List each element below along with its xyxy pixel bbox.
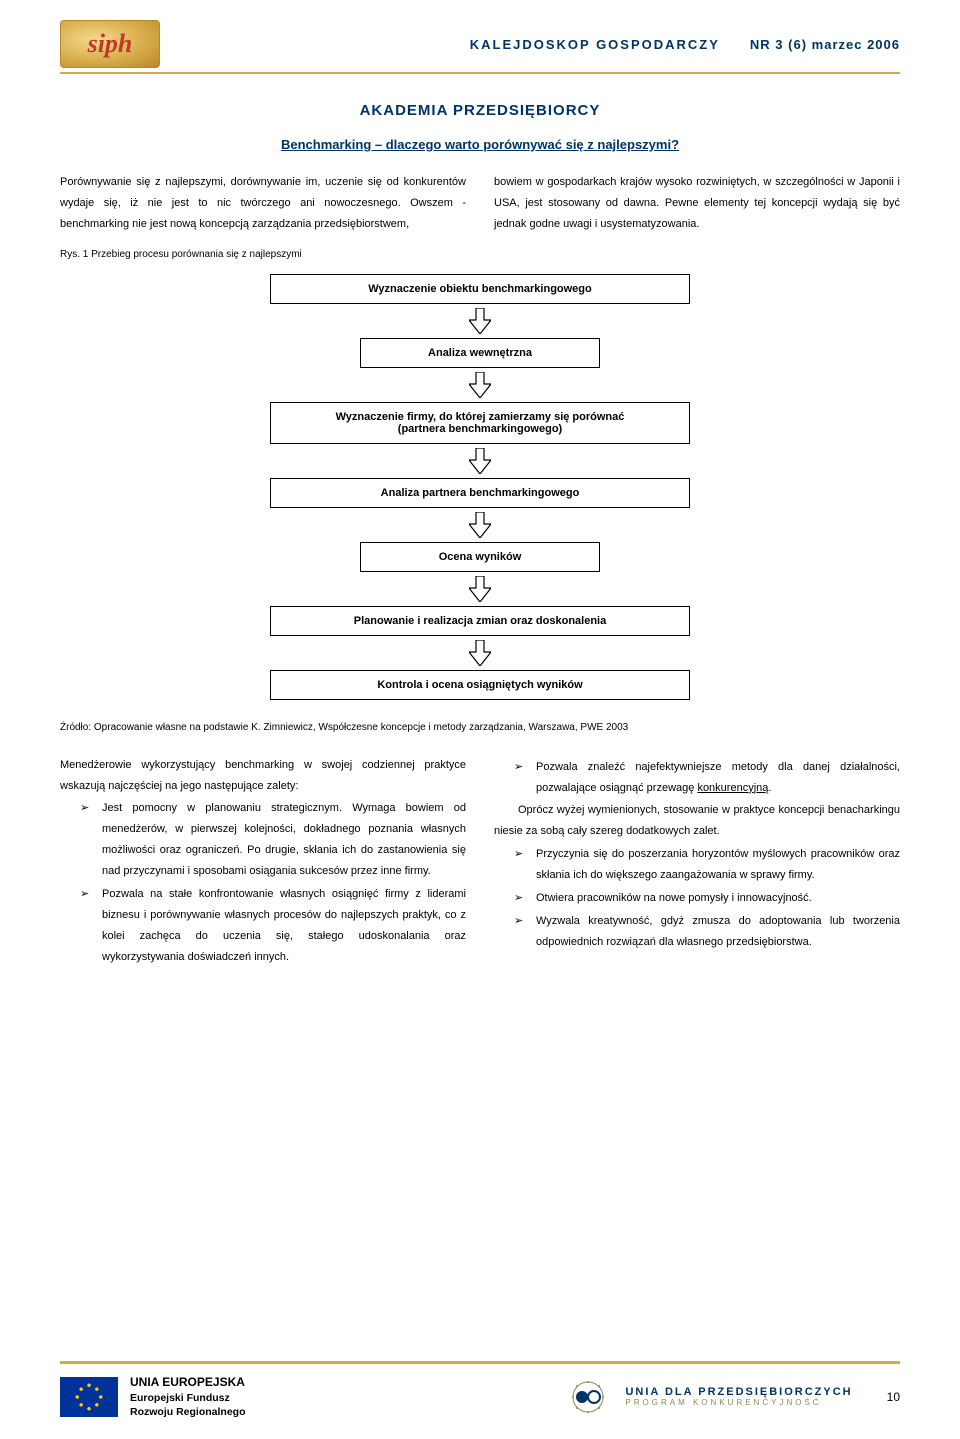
right-bullet-list: ➢Przyczynia się do poszerzania horyzontó… [494,844,900,952]
list-item: ➢ Otwiera pracowników na nowe pomysły i i… [494,888,900,909]
arrow-down-icon [469,512,491,538]
udp-logo-icon [565,1377,611,1417]
arrow-down-icon [469,308,491,334]
list-item: ➢Przyczynia się do poszerzania horyzontó… [494,844,900,886]
arrow-down-icon [469,448,491,474]
flow-node: Wyznaczenie firmy, do której zamierzamy … [270,402,690,444]
udp-line1: UNIA DLA PRZEDSIĘBIORCZYCH [625,1386,852,1398]
intro-right: bowiem w gospodarkach krajów wysoko rozw… [494,172,900,235]
list-item: ➢Jest pomocny w planowaniu strategicznym… [60,798,466,882]
flow-node: Wyznaczenie obiektu benchmarkingowego [270,274,690,304]
bullet-text: Pozwala na stałe konfrontowanie własnych… [102,884,466,968]
bullet-marker-icon: ➢ [80,798,94,882]
udp-text: UNIA DLA PRZEDSIĘBIORCZYCH PROGRAM KONKU… [625,1386,852,1407]
left-bullet-list: ➢Jest pomocny w planowaniu strategicznym… [60,798,466,967]
page-header: KALEJDOSKOP GOSPODARCZY NR 3 (6) marzec … [60,20,900,74]
eu-line2: Europejski Fundusz [130,1391,246,1405]
flow-node: Analiza partnera benchmarkingowego [270,478,690,508]
arrow-down-icon [469,576,491,602]
magazine-title: KALEJDOSKOP GOSPODARCZY [180,37,720,52]
right-paragraph: Oprócz wyżej wymienionych, stosowanie w … [494,800,900,842]
bullet-text: Wyzwala kreatywność, gdyż zmusza do adop… [536,911,900,953]
eu-line1: UNIA EUROPEJSKA [130,1374,246,1390]
bullet-text: Jest pomocny w planowaniu strategicznym.… [102,798,466,882]
list-item: ➢ Pozwala znaleźć najefektywniejsze meto… [494,757,900,799]
figure-source: Źródło: Opracowanie własne na podstawie … [60,722,900,733]
list-item: ➢Pozwala na stałe konfrontowanie własnyc… [60,884,466,968]
bullet-marker-icon: ➢ [514,911,528,953]
intro-left: Porównywanie się z najlepszymi, dorównyw… [60,172,466,235]
bullet-text: Przyczynia się do poszerzania horyzontów… [536,844,900,886]
lower-left-intro: Menedżerowie wykorzystujący benchmarking… [60,755,466,797]
eu-flag-icon [60,1377,118,1417]
page-footer: UNIA EUROPEJSKA Europejski Fundusz Rozwo… [60,1361,900,1419]
bullet-marker-icon: ➢ [80,884,94,968]
lower-columns: Menedżerowie wykorzystujący benchmarking… [60,755,900,968]
lower-right-column: ➢ Pozwala znaleźć najefektywniejsze meto… [494,755,900,968]
intro-columns: Porównywanie się z najlepszymi, dorównyw… [60,172,900,235]
arrow-down-icon [469,640,491,666]
section-title: AKADEMIA PRZEDSIĘBIORCY [60,102,900,119]
issue-label: NR 3 (6) marzec 2006 [750,37,900,52]
bullet-text: Otwiera pracowników na nowe pomysły i in… [536,888,900,909]
article-subtitle: Benchmarking – dlaczego warto porównywać… [60,137,900,152]
bullet-marker-icon: ➢ [514,844,528,886]
page-number: 10 [887,1390,900,1404]
flowchart: Wyznaczenie obiektu benchmarkingowego Ana… [60,274,900,700]
arrow-down-icon [469,372,491,398]
document-page: KALEJDOSKOP GOSPODARCZY NR 3 (6) marzec … [0,0,960,1439]
list-item: ➢Wyzwala kreatywność, gdyż zmusza do ado… [494,911,900,953]
flow-node: Analiza wewnętrzna [360,338,600,368]
siph-logo-icon [60,20,160,68]
footer-left: UNIA EUROPEJSKA Europejski Fundusz Rozwo… [60,1374,246,1419]
eu-text: UNIA EUROPEJSKA Europejski Fundusz Rozwo… [130,1374,246,1419]
bullet-marker-icon: ➢ [514,888,528,909]
flow-node: Ocena wyników [360,542,600,572]
footer-right: UNIA DLA PRZEDSIĘBIORCZYCH PROGRAM KONKU… [565,1377,900,1417]
udp-line2: PROGRAM KONKURENCYJNOŚĆ [625,1398,852,1407]
flow-node: Planowanie i realizacja zmian oraz dosko… [270,606,690,636]
eu-line3: Rozwoju Regionalnego [130,1405,246,1419]
flow-node: Kontrola i ocena osiągniętych wyników [270,670,690,700]
bullet-marker-icon: ➢ [514,757,528,799]
lower-left-column: Menedżerowie wykorzystujący benchmarking… [60,755,466,968]
figure-caption: Rys. 1 Przebieg procesu porównania się z… [60,249,900,260]
bullet-text: Pozwala znaleźć najefektywniejsze metody… [536,757,900,799]
